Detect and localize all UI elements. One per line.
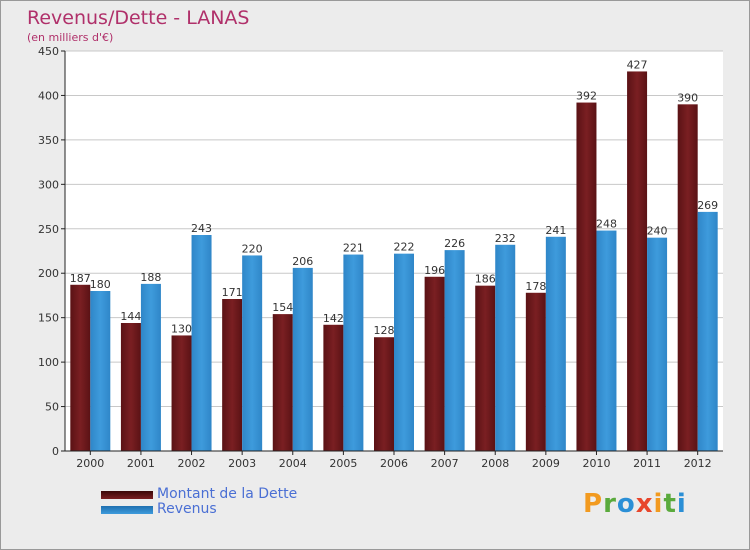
x-tick-label: 2001 [127, 457, 155, 470]
bar-debt-2002 [171, 335, 192, 451]
bar-revenue-2000 [90, 291, 111, 451]
data-label-debt: 154 [272, 301, 293, 314]
data-label-revenue: 221 [343, 242, 364, 255]
bar-debt-2012 [677, 104, 698, 451]
x-tick-label: 2009 [532, 457, 560, 470]
data-label-debt: 171 [222, 286, 243, 299]
data-label-debt: 427 [627, 58, 648, 71]
x-tick-label: 2003 [228, 457, 256, 470]
data-label-revenue: 206 [292, 255, 313, 268]
x-tick-label: 2005 [329, 457, 357, 470]
bar-debt-2011 [627, 71, 648, 451]
data-label-debt: 186 [475, 273, 496, 286]
data-label-debt: 130 [171, 322, 192, 335]
data-label-revenue: 248 [596, 218, 617, 231]
x-tick-label: 2010 [582, 457, 610, 470]
chart-subtitle: (en milliers d'€) [27, 31, 114, 44]
legend-label-revenue: Revenus [157, 501, 217, 517]
data-label-revenue: 232 [495, 232, 516, 245]
bar-revenue-2005 [343, 254, 364, 451]
bar-revenue-2008 [495, 244, 516, 451]
bar-revenue-2004 [292, 267, 313, 451]
x-tick-label: 2000 [76, 457, 104, 470]
bar-debt-2001 [120, 323, 141, 451]
legend-label-debt: Montant de la Dette [157, 486, 298, 502]
bar-revenue-2009 [545, 236, 566, 451]
x-tick-label: 2002 [178, 457, 206, 470]
bar-revenue-2003 [242, 255, 263, 451]
legend-swatch-debt [101, 491, 153, 499]
bar-revenue-2007 [444, 250, 465, 451]
y-tick-label: 350 [38, 134, 59, 147]
data-label-revenue: 240 [647, 225, 668, 238]
logo-letter: i [653, 489, 664, 519]
data-label-revenue: 226 [444, 237, 465, 250]
data-label-debt: 142 [323, 312, 344, 325]
y-tick-label: 50 [45, 401, 59, 414]
y-tick-label: 400 [38, 89, 59, 102]
chart-title: Revenus/Dette - LANAS [27, 7, 250, 29]
bar-debt-2008 [475, 285, 496, 451]
logo-letter: i [676, 489, 687, 519]
bar-debt-2006 [374, 337, 394, 451]
data-label-revenue: 269 [697, 199, 718, 212]
data-label-revenue: 180 [90, 278, 111, 291]
x-tick-label: 2004 [279, 457, 307, 470]
data-label-revenue: 241 [545, 224, 566, 237]
data-label-revenue: 188 [140, 271, 161, 284]
data-label-debt: 128 [374, 324, 395, 337]
bar-revenue-2002 [191, 235, 212, 451]
logo-letter: x [635, 489, 654, 519]
y-tick-label: 100 [38, 356, 59, 369]
data-label-debt: 144 [120, 310, 141, 323]
bar-debt-2010 [576, 102, 597, 452]
data-label-revenue: 220 [242, 242, 263, 255]
logo-letter: P [583, 489, 604, 519]
logo-letter: t [663, 489, 677, 519]
data-label-debt: 196 [424, 264, 445, 277]
bar-debt-2000 [70, 284, 91, 451]
bar-debt-2009 [525, 292, 546, 451]
data-label-debt: 392 [576, 90, 597, 103]
bar-debt-2007 [424, 276, 445, 451]
y-tick-label: 300 [38, 178, 59, 191]
logo-letter: r [603, 489, 617, 519]
bar-revenue-2010 [596, 230, 617, 451]
bar-debt-2005 [323, 324, 344, 451]
logo-letter: o [616, 489, 636, 519]
y-tick-label: 150 [38, 312, 59, 325]
bar-revenue-2001 [140, 283, 161, 451]
data-label-revenue: 222 [394, 241, 415, 254]
y-tick-label: 0 [52, 445, 59, 458]
bar-debt-2003 [222, 299, 243, 451]
x-tick-label: 2011 [633, 457, 661, 470]
bar-revenue-2006 [394, 253, 414, 451]
x-tick-label: 2008 [481, 457, 509, 470]
bar-debt-2004 [272, 314, 293, 451]
data-label-debt: 187 [70, 272, 91, 285]
data-label-debt: 390 [677, 91, 698, 104]
y-tick-label: 250 [38, 223, 59, 236]
x-tick-label: 2012 [684, 457, 712, 470]
data-label-debt: 178 [525, 280, 546, 293]
y-tick-label: 200 [38, 267, 59, 280]
legend-swatch-revenue [101, 506, 153, 514]
x-tick-label: 2007 [431, 457, 459, 470]
proxiti-logo: Proxiti [583, 489, 687, 519]
x-tick-label: 2006 [380, 457, 408, 470]
bar-revenue-2012 [697, 211, 718, 451]
bar-revenue-2011 [647, 237, 668, 451]
data-label-revenue: 243 [191, 222, 212, 235]
y-tick-label: 450 [38, 45, 59, 58]
